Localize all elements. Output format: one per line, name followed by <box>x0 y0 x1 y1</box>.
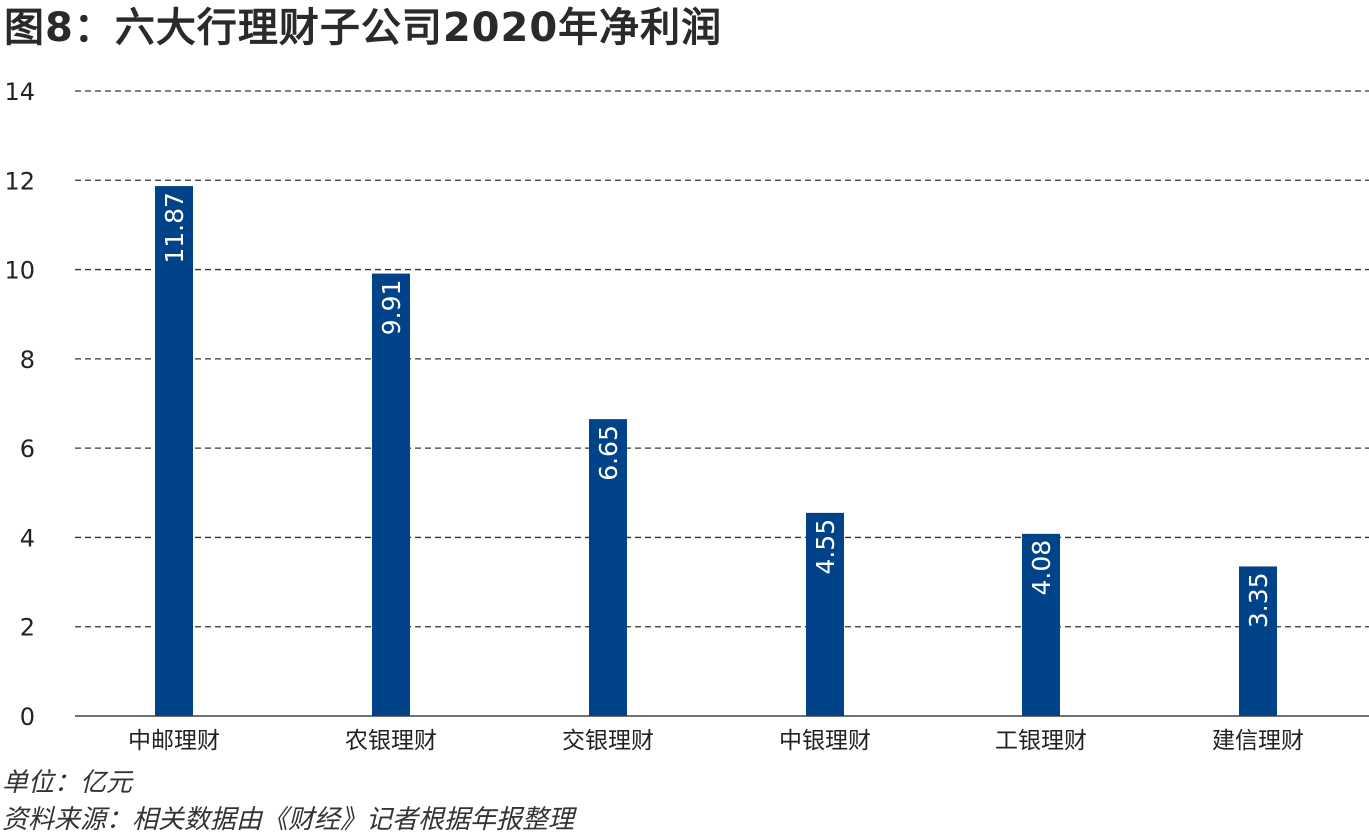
y-tick-label: 0 <box>20 703 35 731</box>
bar-value-label: 6.65 <box>594 425 623 481</box>
bar <box>1239 566 1277 716</box>
bar <box>372 273 410 716</box>
bar <box>589 419 627 716</box>
x-category-label: 交银理财 <box>562 728 654 754</box>
bar <box>806 512 844 716</box>
bar-value-label: 4.08 <box>1027 540 1056 596</box>
y-tick-label: 6 <box>20 435 35 463</box>
x-category-label: 农银理财 <box>345 728 437 754</box>
y-tick-label: 14 <box>4 78 35 106</box>
bar-value-label: 9.91 <box>377 280 406 336</box>
bar <box>155 186 193 716</box>
source-note: 资料来源：相关数据由《财经》记者根据年报整理 <box>2 805 575 835</box>
bar-value-label: 3.35 <box>1244 572 1273 628</box>
x-category-label: 建信理财 <box>1212 728 1304 754</box>
x-category-label: 中银理财 <box>779 728 871 754</box>
chart-title: 图8：六大行理财子公司2020年净利润 <box>4 5 723 51</box>
y-tick-label: 2 <box>20 614 35 642</box>
y-tick-label: 8 <box>20 346 35 374</box>
x-category-label: 工银理财 <box>995 728 1087 754</box>
x-category-label: 中邮理财 <box>128 728 220 754</box>
bar-value-label: 4.55 <box>811 519 840 575</box>
y-tick-label: 10 <box>4 257 35 285</box>
unit-note: 单位：亿元 <box>2 768 133 798</box>
bar <box>1022 533 1060 716</box>
y-tick-label: 12 <box>4 167 35 195</box>
bar-value-label: 11.87 <box>160 192 189 264</box>
y-tick-label: 4 <box>20 524 35 552</box>
